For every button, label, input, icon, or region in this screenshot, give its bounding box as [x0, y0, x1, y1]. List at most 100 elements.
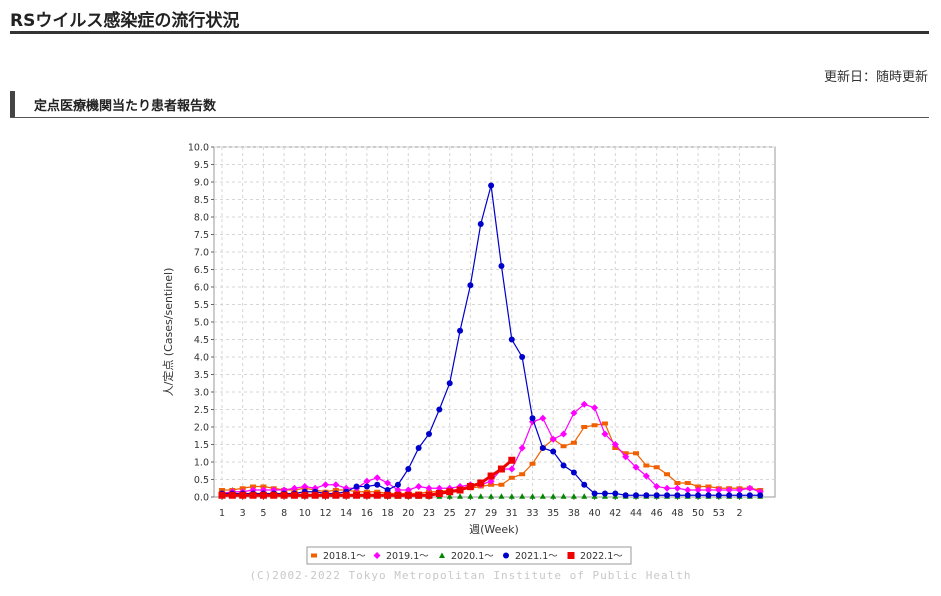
data-point	[384, 479, 392, 487]
data-point	[456, 486, 464, 494]
data-point	[736, 486, 743, 494]
legend-marker	[311, 553, 317, 558]
data-point	[560, 493, 567, 499]
data-point	[425, 491, 433, 499]
data-point	[539, 445, 546, 451]
data-point	[363, 477, 371, 485]
y-tick-label: 5.0	[194, 318, 209, 329]
data-point	[384, 487, 391, 493]
x-tick-label: 12	[319, 508, 331, 519]
x-tick-label: 8	[281, 508, 287, 519]
data-point	[363, 483, 370, 490]
data-point	[570, 493, 577, 499]
data-point	[653, 492, 660, 499]
data-point	[529, 493, 536, 499]
data-point	[332, 488, 339, 492]
data-point	[498, 482, 505, 487]
data-point	[560, 430, 568, 438]
data-point	[363, 491, 371, 499]
data-point	[249, 491, 257, 499]
data-point	[311, 491, 319, 499]
data-point	[550, 448, 557, 455]
copyright-credit: (C)2002-2022 Tokyo Metropolitan Institut…	[249, 569, 692, 582]
data-point	[508, 336, 515, 343]
data-point	[653, 483, 661, 490]
x-tick-label: 42	[609, 508, 621, 519]
data-point	[570, 440, 577, 445]
y-tick-label: 10.0	[188, 143, 209, 154]
data-point	[757, 492, 764, 499]
data-point	[746, 492, 753, 499]
plot-area	[213, 146, 776, 498]
legend-marker	[503, 552, 509, 559]
y-tick-label: 4.5	[194, 335, 209, 346]
y-tick-label: 4.0	[194, 353, 209, 364]
legend-label: 2020.1～	[451, 551, 494, 562]
x-axis: 1 3 5 8 10 12 14 16 18 20 23 25 27 29 31 33 35 38 40 42 44 46…	[219, 497, 743, 519]
x-axis-label: 週(Week)	[469, 523, 519, 536]
data-point	[580, 400, 588, 408]
data-point	[488, 182, 495, 189]
data-point	[435, 490, 443, 497]
data-point	[715, 486, 723, 494]
x-tick-label: 5	[260, 508, 266, 519]
data-point	[446, 493, 453, 499]
y-tick-label: 8.0	[194, 213, 209, 224]
data-point	[280, 491, 288, 499]
data-point	[373, 491, 381, 499]
data-point	[591, 423, 598, 428]
data-point	[498, 263, 505, 269]
data-point	[539, 414, 547, 422]
y-tick-label: 6.0	[194, 283, 209, 294]
x-tick-label: 38	[568, 508, 580, 519]
y-tick-label: 0.0	[194, 493, 209, 504]
data-point	[705, 492, 712, 499]
series-group	[218, 182, 764, 499]
data-point	[726, 492, 733, 499]
data-point	[342, 491, 350, 499]
data-point	[384, 491, 392, 499]
data-point	[736, 492, 743, 499]
data-point	[290, 491, 298, 499]
data-point	[301, 491, 309, 499]
data-point	[519, 354, 526, 360]
data-point	[673, 484, 681, 492]
data-point	[353, 491, 361, 499]
x-tick-label: 18	[382, 508, 394, 519]
data-point	[704, 486, 712, 494]
y-axis: 0.0 0.5 1.0 1.5 2.0 2.5 3.0 3.5 4.0 4.5 5.0 5.5 6.0 6…	[188, 143, 214, 504]
data-point	[405, 466, 412, 472]
legend-label: 2018.1～	[323, 551, 366, 562]
data-point	[581, 425, 588, 429]
data-point	[581, 493, 588, 499]
data-point	[488, 493, 495, 499]
y-tick-label: 3.5	[194, 370, 209, 381]
section-header: 定点医療機関当たり患者報告数	[10, 91, 929, 118]
y-tick-label: 9.0	[194, 178, 209, 189]
legend-label: 2019.1～	[386, 551, 429, 562]
data-point	[477, 493, 484, 499]
data-point	[529, 461, 536, 466]
x-tick-label: 10	[299, 508, 311, 519]
legend: 2018.1～ 2019.1～ 2020.1～ 2021.1～ 2022.1～	[306, 546, 632, 565]
data-point	[746, 484, 754, 492]
data-point	[508, 493, 515, 499]
y-tick-label: 0.5	[194, 475, 209, 486]
data-point	[508, 475, 515, 480]
data-point	[549, 435, 557, 443]
x-tick-label: 46	[651, 508, 663, 519]
data-point	[467, 282, 474, 289]
y-tick-label: 7.5	[194, 230, 209, 241]
section-title: 定点医療機関当たり患者報告数	[34, 99, 217, 114]
data-point	[622, 453, 630, 461]
y-tick-label: 9.5	[194, 160, 209, 171]
data-point	[415, 445, 422, 451]
data-point	[332, 491, 340, 499]
data-point	[632, 463, 640, 471]
data-point	[477, 479, 485, 487]
y-tick-label: 8.5	[194, 195, 209, 206]
x-tick-label: 20	[402, 508, 414, 519]
data-point	[601, 490, 608, 497]
x-tick-label: 14	[340, 508, 352, 519]
data-point	[404, 491, 412, 499]
